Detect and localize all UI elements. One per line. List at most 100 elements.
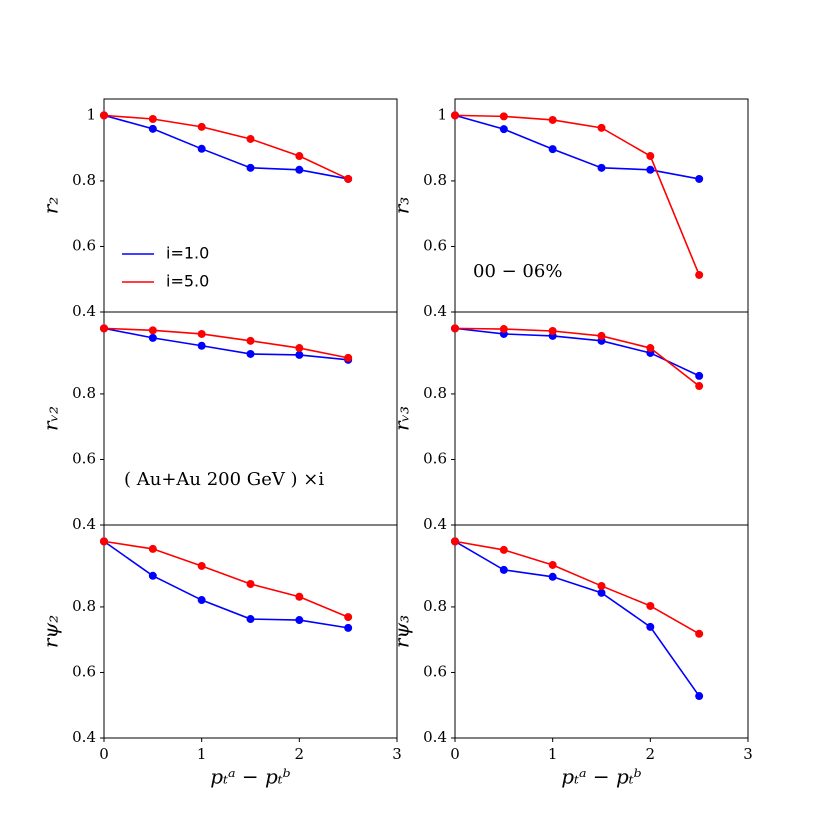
data-point [695,371,704,380]
series-line [454,114,700,276]
data-point [100,324,108,333]
series-line [103,114,349,180]
legend-label: i=1.0 [166,244,209,263]
series-line [454,540,700,635]
data-point [597,588,606,597]
series-line [103,540,349,618]
data-point [148,124,157,133]
x-tick-label: 0 [99,745,109,763]
series-line [454,114,700,180]
data-point [597,163,606,172]
y-axis-label: rᵥ₂ [39,406,63,431]
data-point [451,324,459,333]
data-point [295,350,304,359]
data-point [548,327,557,336]
data-point [148,544,157,553]
data-point [100,111,108,120]
y-axis-label: r₂ [39,197,63,215]
annotation: ( Au+Au 200 GeV ) ×i [124,469,324,490]
data-point [646,622,655,631]
data-point [295,165,304,174]
y-axis-label: rᵥ₃ [390,406,414,431]
data-point [646,152,655,161]
series-line [454,327,700,387]
y-tick-label: 0.8 [72,597,96,615]
data-point [646,165,655,174]
data-point [295,592,304,601]
data-point [499,545,508,554]
data-point [197,341,206,350]
x-tick-label: 1 [197,745,207,763]
data-point [295,616,304,625]
data-point [548,145,557,154]
y-tick-label: 0.8 [423,384,447,402]
y-tick-label: 1 [86,105,96,123]
data-point [246,134,255,143]
data-point [148,114,157,123]
data-point [597,331,606,340]
data-point [451,111,459,120]
data-point [148,326,157,335]
data-point [695,270,704,279]
plot-frame [454,524,749,739]
data-point [695,692,704,701]
y-tick-label: 0.4 [423,728,447,746]
data-point [197,596,206,605]
x-tick-label: 1 [548,745,558,763]
y-tick-label: 0.4 [423,515,447,533]
data-point [148,571,157,580]
y-tick-label: 0.6 [423,449,447,467]
data-point [646,601,655,610]
data-point [499,325,508,334]
y-tick-label: 0.6 [72,236,96,254]
y-tick-label: 0.4 [72,515,96,533]
x-tick-label: 3 [743,745,753,763]
y-tick-label: 0.6 [423,236,447,254]
data-point [295,344,304,353]
data-point [499,565,508,574]
data-point [646,344,655,353]
x-tick-label: 2 [646,745,656,763]
data-point [197,122,206,131]
data-point [246,615,255,624]
data-point [548,560,557,569]
y-tick-label: 0.8 [423,597,447,615]
data-point [499,112,508,121]
data-point [695,174,704,183]
series-line [103,540,349,629]
y-tick-label: 0.8 [72,171,96,189]
y-tick-label: 0.4 [423,302,447,320]
series-line [103,114,349,180]
plot-frame [103,524,398,739]
legend-label: i=5.0 [166,272,209,291]
data-point [451,537,459,546]
y-axis-label: rψ₃ [390,615,414,648]
series-line [103,327,349,361]
y-tick-label: 0.6 [423,662,447,680]
annotation: 00 − 06% [473,261,562,282]
x-tick-label: 0 [450,745,460,763]
y-tick-label: 0.8 [423,171,447,189]
series-line [454,540,700,697]
data-point [499,125,508,134]
plot-frame [103,98,398,313]
y-tick-label: 0.6 [72,449,96,467]
data-point [695,382,704,391]
data-point [246,349,255,358]
data-point [344,613,353,622]
y-tick-label: 0.4 [72,302,96,320]
y-tick-label: 0.6 [72,662,96,680]
data-point [197,144,206,153]
series-line [103,327,349,359]
data-point [246,163,255,172]
x-tick-label: 3 [392,745,402,763]
series-line [454,327,700,377]
y-axis-label: rψ₂ [39,615,63,648]
x-axis-label: pₜᵃ − pₜᵇ [561,765,641,789]
data-point [197,329,206,338]
data-point [597,123,606,132]
data-point [246,336,255,345]
data-point [597,581,606,590]
data-point [344,174,353,183]
